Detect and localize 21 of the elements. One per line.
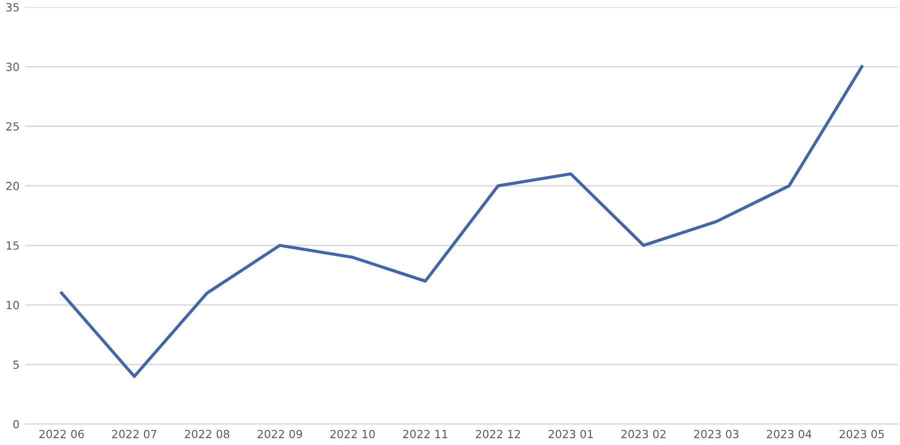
y-tick-label: 20 — [6, 182, 19, 190]
x-tick-label: 2022 12 — [476, 430, 520, 438]
y-tick-label: 5 — [13, 360, 19, 369]
line-series — [60, 65, 864, 378]
x-tick-label: 2023 01 — [548, 430, 593, 438]
x-tick-label: 2022 09 — [258, 430, 302, 438]
x-tick-label: 2022 06 — [39, 430, 84, 438]
y-tick-label: 15 — [6, 242, 19, 250]
x-tick-label: 2023 03 — [694, 430, 738, 438]
y-tick-label: 0 — [13, 420, 19, 428]
x-tick-label: 2022 08 — [184, 430, 230, 438]
y-tick-label: 10 — [6, 300, 19, 310]
x-tick-label: 2023 05 — [840, 430, 884, 438]
x-tick-label: 2023 04 — [766, 430, 812, 438]
x-tick-label: 2022 07 — [112, 430, 156, 438]
x-tick-label: 2022 10 — [330, 430, 375, 438]
x-tick-label: 2023 02 — [621, 430, 666, 438]
y-tick-label: 35 — [6, 3, 19, 12]
y-tick-label: 25 — [6, 122, 19, 131]
x-tick-label: 2022 11 — [403, 430, 448, 438]
y-tick-label: 30 — [6, 62, 19, 72]
